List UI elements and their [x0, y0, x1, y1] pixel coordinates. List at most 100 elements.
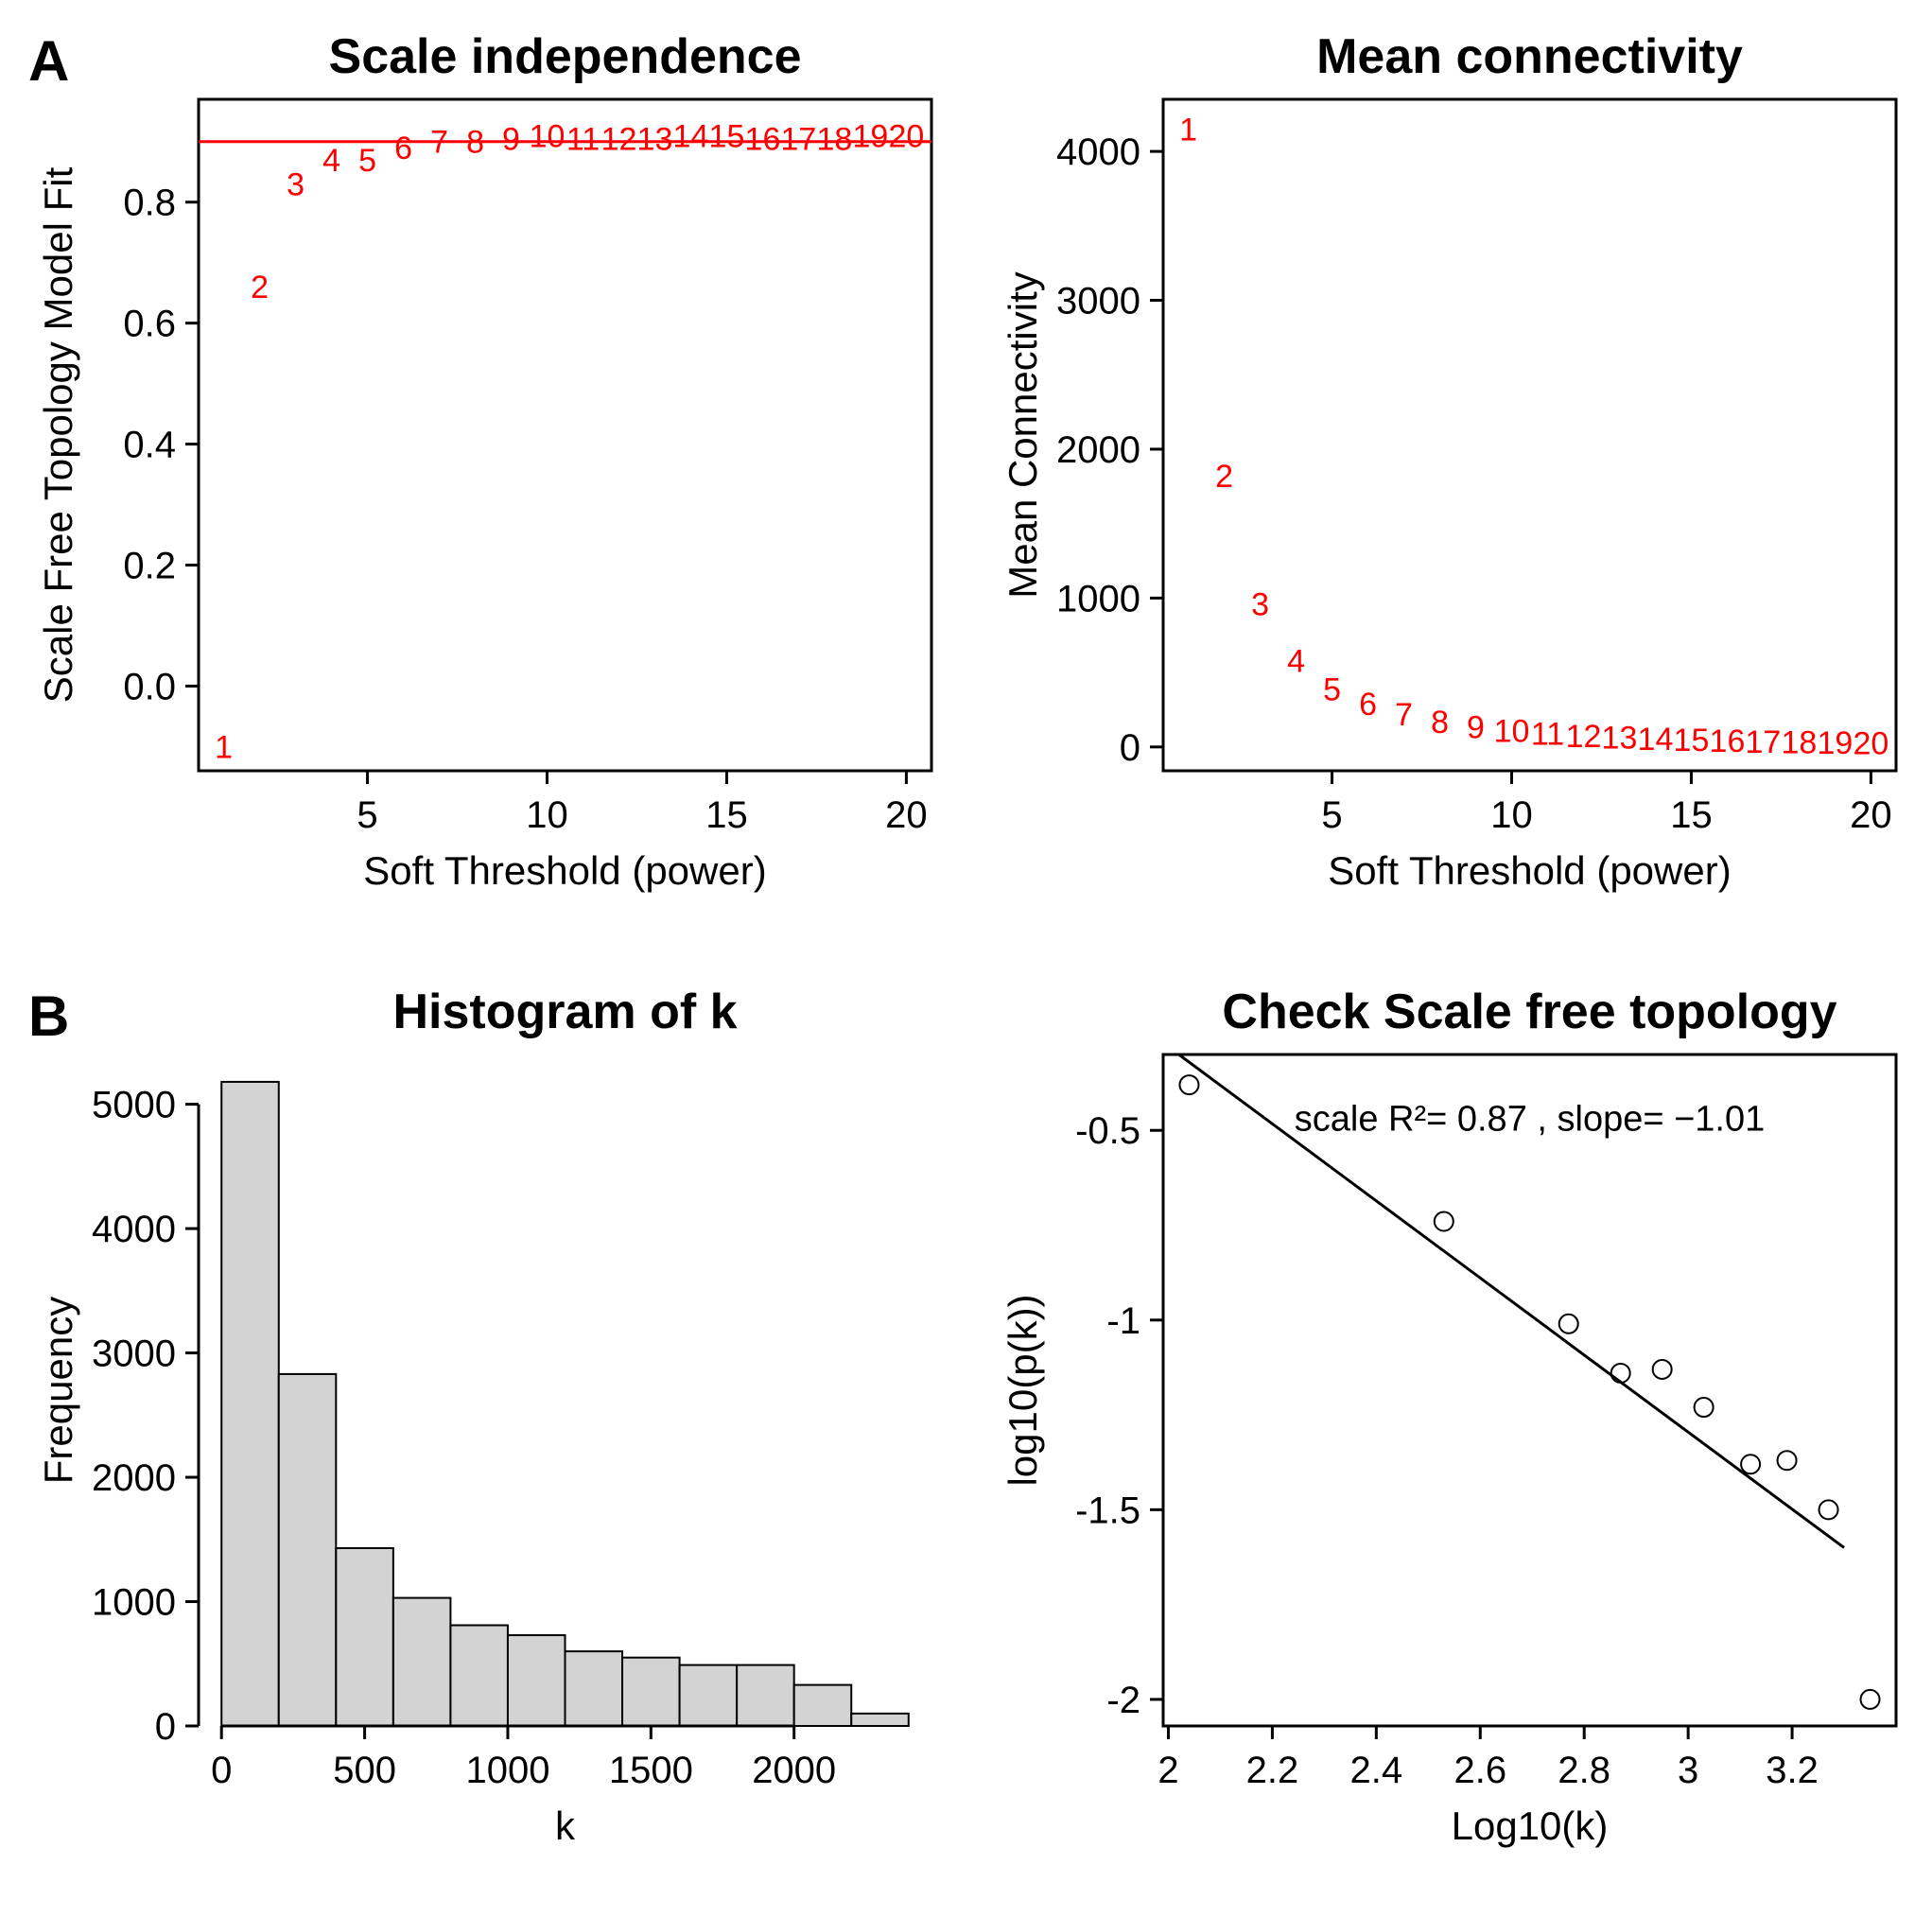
- point-label: 10: [530, 118, 566, 154]
- svg-text:0.6: 0.6: [123, 304, 176, 345]
- point-label: 9: [1467, 709, 1485, 745]
- point-label: 13: [637, 121, 673, 157]
- svg-text:Check Scale free topology: Check Scale free topology: [1222, 985, 1836, 1039]
- point-label: 16: [1710, 723, 1746, 759]
- panel-label-a: A: [28, 28, 69, 94]
- svg-text:4000: 4000: [1056, 131, 1140, 173]
- svg-text:-1.5: -1.5: [1075, 1490, 1140, 1531]
- point-label: 11: [1531, 717, 1564, 753]
- hist-bar: [279, 1374, 337, 1726]
- hist-bar: [737, 1665, 794, 1726]
- figure-container: A B 51015200.00.20.40.60.8Scale independ…: [0, 0, 1932, 1917]
- svg-text:1500: 1500: [609, 1750, 693, 1791]
- scatter-point: [1559, 1315, 1578, 1333]
- svg-text:0.8: 0.8: [123, 183, 176, 224]
- point-label: 5: [1323, 671, 1341, 707]
- svg-text:0.0: 0.0: [123, 666, 176, 707]
- scatter-point: [1179, 1075, 1198, 1094]
- point-label: 3: [287, 166, 305, 202]
- point-label: 2: [251, 270, 269, 305]
- point-label: 13: [1602, 720, 1638, 756]
- point-label: 18: [817, 121, 853, 157]
- svg-text:2.4: 2.4: [1350, 1750, 1403, 1791]
- svg-text:-1: -1: [1106, 1300, 1140, 1342]
- svg-text:3000: 3000: [92, 1333, 176, 1375]
- svg-text:3000: 3000: [1056, 281, 1140, 322]
- svg-text:Scale independence: Scale independence: [329, 29, 802, 84]
- hist-bar: [221, 1082, 279, 1726]
- point-label: 18: [1782, 725, 1818, 761]
- svg-text:10: 10: [526, 794, 568, 836]
- point-label: 12: [1566, 719, 1602, 755]
- svg-text:2000: 2000: [752, 1750, 836, 1791]
- point-label: 6: [394, 131, 412, 166]
- point-label: 4: [322, 143, 340, 179]
- svg-text:-0.5: -0.5: [1075, 1110, 1140, 1152]
- point-label: 10: [1494, 713, 1530, 749]
- svg-text:2.6: 2.6: [1453, 1750, 1506, 1791]
- svg-text:Frequency: Frequency: [36, 1297, 80, 1484]
- hist-bar: [794, 1685, 852, 1726]
- svg-text:0.4: 0.4: [123, 425, 176, 466]
- point-label: 2: [1215, 459, 1233, 495]
- point-label: 11: [566, 121, 600, 157]
- point-label: 7: [1395, 697, 1413, 733]
- svg-text:2000: 2000: [92, 1457, 176, 1499]
- point-label: 20: [1853, 725, 1888, 761]
- svg-text:1000: 1000: [465, 1750, 549, 1791]
- point-label: 9: [502, 121, 520, 157]
- hist-bar: [508, 1635, 566, 1726]
- svg-text:1000: 1000: [92, 1582, 176, 1624]
- point-label: 3: [1251, 587, 1269, 623]
- svg-text:3: 3: [1678, 1750, 1698, 1791]
- chart-scale-free-check: 22.22.42.62.833.2-2-1.5-1-0.5Check Scale…: [1001, 985, 1896, 1848]
- point-label: 20: [888, 118, 924, 154]
- scatter-point: [1611, 1364, 1630, 1383]
- svg-text:k: k: [555, 1804, 576, 1848]
- point-label: 8: [1431, 705, 1449, 741]
- hist-bar: [450, 1626, 508, 1727]
- point-label: 19: [853, 118, 889, 154]
- fit-annotation: scale R²= 0.87 , slope= −1.01: [1295, 1100, 1766, 1140]
- svg-text:2.2: 2.2: [1246, 1750, 1299, 1791]
- point-label: 15: [709, 118, 745, 154]
- point-label: 1: [1179, 112, 1197, 148]
- svg-text:5: 5: [357, 794, 377, 836]
- svg-text:1000: 1000: [1056, 578, 1140, 619]
- svg-text:0: 0: [1120, 727, 1140, 769]
- svg-text:Soft Threshold (power): Soft Threshold (power): [363, 848, 766, 893]
- scatter-point: [1695, 1398, 1714, 1417]
- svg-text:Scale Free Topology Model Fit: Scale Free Topology Model Fit: [36, 166, 80, 703]
- svg-text:-2: -2: [1106, 1680, 1140, 1721]
- scatter-point: [1819, 1500, 1838, 1519]
- svg-text:5: 5: [1321, 794, 1342, 836]
- point-label: 12: [601, 121, 637, 157]
- svg-text:2000: 2000: [1056, 429, 1140, 471]
- scatter-point: [1653, 1360, 1672, 1379]
- svg-text:2.8: 2.8: [1558, 1750, 1610, 1791]
- point-label: 4: [1287, 643, 1305, 679]
- scatter-point: [1741, 1455, 1760, 1473]
- chart-histogram-k: 0500100015002000010002000300040005000His…: [36, 985, 909, 1848]
- panel-label-b: B: [28, 984, 69, 1049]
- svg-text:10: 10: [1490, 794, 1533, 836]
- point-label: 14: [1638, 722, 1674, 758]
- scatter-point: [1861, 1690, 1880, 1709]
- figure-svg: 51015200.00.20.40.60.8Scale independence…: [0, 0, 1932, 1917]
- point-label: 5: [358, 143, 376, 179]
- point-label: 15: [1674, 723, 1710, 758]
- svg-text:3.2: 3.2: [1766, 1750, 1819, 1791]
- point-label: 17: [1746, 724, 1782, 760]
- scatter-point: [1778, 1451, 1797, 1470]
- point-label: 1: [215, 729, 233, 765]
- svg-text:20: 20: [885, 794, 928, 836]
- svg-text:Soft Threshold (power): Soft Threshold (power): [1328, 848, 1731, 893]
- point-label: 7: [430, 125, 448, 161]
- point-label: 6: [1359, 687, 1377, 723]
- svg-text:5000: 5000: [92, 1085, 176, 1126]
- chart-scale-independence: 51015200.00.20.40.60.8Scale independence…: [36, 29, 931, 893]
- point-label: 14: [673, 118, 709, 154]
- svg-text:15: 15: [705, 794, 748, 836]
- svg-text:15: 15: [1670, 794, 1713, 836]
- point-label: 19: [1818, 725, 1854, 761]
